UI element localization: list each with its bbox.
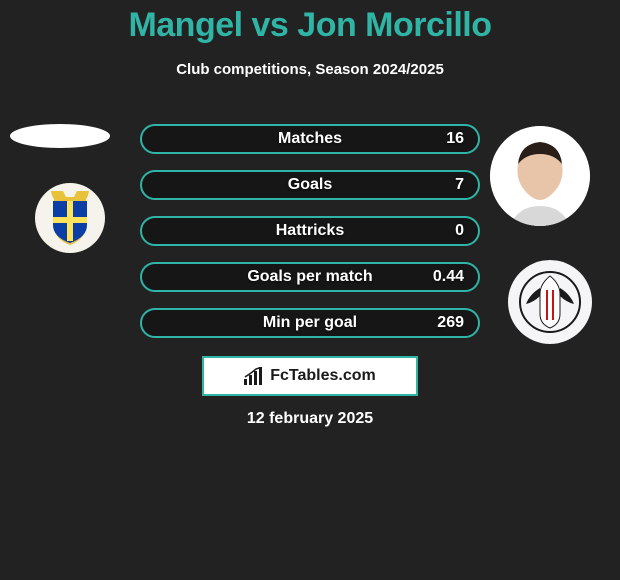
player-right-avatar [490,126,590,226]
stat-bar: Goals per match0.44 [140,262,480,292]
player-face-icon [490,126,590,226]
stat-bar-label: Matches [142,130,478,148]
stats-bars: Matches16 Goals7 Hattricks0 Goals per match… [140,124,480,354]
badge-icon [518,270,582,334]
watermark-badge: FcTables.com [202,356,418,396]
stat-bar: Hattricks0 [140,216,480,246]
stat-bar-value: 7 [455,176,464,194]
club-left-crest [28,176,112,260]
bar-chart-icon [244,367,264,385]
stat-bar-value: 269 [437,314,464,332]
stat-bar-value: 0.44 [433,268,464,286]
stat-bar: Min per goal269 [140,308,480,338]
club-right-crest [498,260,602,344]
page-title: Mangel vs Jon Morcillo [0,0,620,45]
stat-bar-value: 16 [446,130,464,148]
stat-bar: Goals7 [140,170,480,200]
watermark-text: FcTables.com [270,367,376,385]
player-left-avatar [10,124,110,148]
date-label: 12 february 2025 [0,410,620,428]
stat-bar-label: Min per goal [142,314,478,332]
stat-bar: Matches16 [140,124,480,154]
subtitle: Club competitions, Season 2024/2025 [0,61,620,78]
shield-icon [45,189,95,247]
stat-bar-label: Hattricks [142,222,478,240]
stat-bar-label: Goals per match [142,268,478,286]
stat-bar-value: 0 [455,222,464,240]
stat-bar-label: Goals [142,176,478,194]
